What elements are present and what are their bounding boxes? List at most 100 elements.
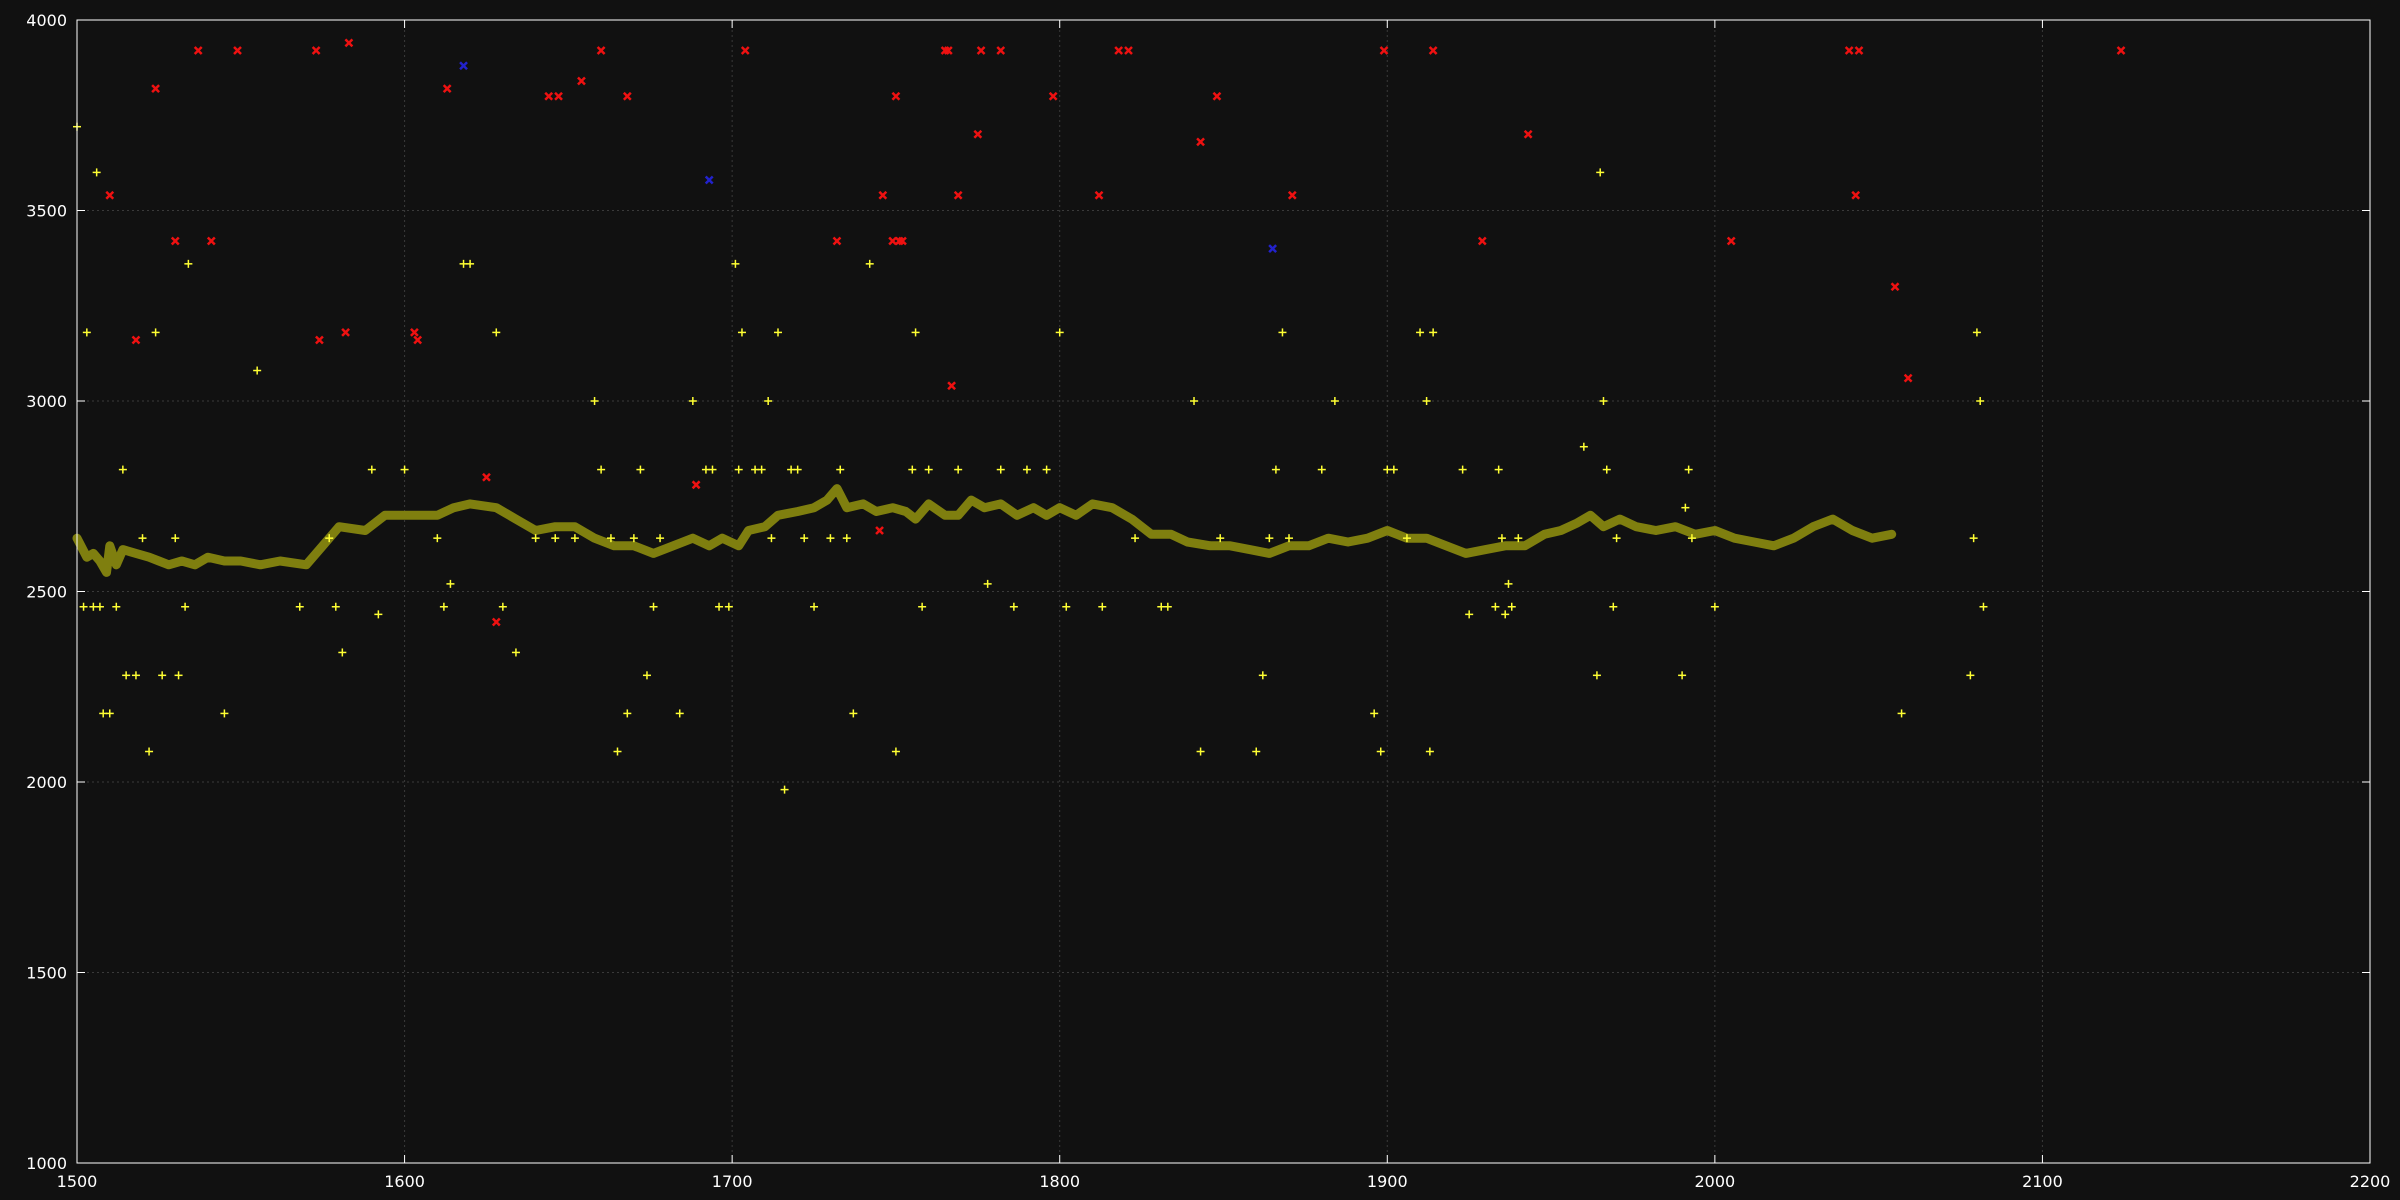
plus-data-point: [849, 709, 858, 718]
plus-data-point: [1330, 397, 1339, 405]
plus-data-point: [1196, 747, 1205, 756]
red-x-data-point: [151, 84, 161, 93]
plus-data-point: [151, 328, 160, 337]
red-x-data-point: [1726, 236, 1736, 246]
red-x-data-point: [410, 328, 419, 337]
plus-data-point: [511, 648, 520, 657]
red-x-data-point: [482, 472, 491, 482]
plus-data-point: [338, 648, 347, 657]
plus-data-point: [590, 397, 599, 405]
plus-data-point: [551, 534, 560, 543]
y-tick-label: 1500: [26, 964, 67, 983]
red-x-data-point: [1477, 236, 1487, 246]
red-x-data-point: [1094, 190, 1104, 200]
red-x-data-point: [1124, 46, 1133, 55]
plus-data-point: [715, 602, 724, 611]
red-x-data-point: [740, 46, 750, 55]
plus-data-point: [656, 534, 665, 543]
red-x-data-point: [193, 46, 203, 55]
plus-data-point: [1022, 465, 1031, 474]
y-tick-label: 1000: [26, 1154, 67, 1173]
x-tick-label: 1900: [1367, 1172, 1408, 1191]
plus-data-point: [918, 602, 927, 611]
plus-data-point: [629, 534, 638, 543]
plus-data-point: [531, 534, 540, 543]
plus-data-point: [105, 709, 114, 718]
plus-data-point: [1042, 465, 1051, 474]
plus-data-point: [597, 465, 606, 474]
plus-data-point: [466, 259, 475, 268]
plus-data-point: [1416, 328, 1425, 337]
plus-data-point: [737, 328, 746, 337]
red-x-data-point: [947, 381, 956, 391]
plus-data-point: [1402, 534, 1411, 543]
red-x-data-point: [206, 236, 216, 246]
blue-x-data-point: [704, 175, 714, 185]
plus-data-point: [1163, 602, 1172, 611]
plus-data-point: [1681, 503, 1690, 512]
red-x-data-point: [1287, 190, 1297, 200]
red-x-data-point: [943, 46, 953, 55]
red-x-data-point: [622, 91, 632, 101]
red-x-data-point: [413, 335, 423, 345]
plus-data-point: [1966, 671, 1975, 680]
plus-data-point: [112, 602, 121, 611]
plus-data-point: [1972, 328, 1981, 337]
plus-data-point: [1979, 602, 1988, 611]
plus-data-point: [138, 534, 147, 543]
trend-line: [72, 484, 1897, 577]
plus-data-point: [1684, 465, 1693, 474]
data-line-series: [72, 484, 1897, 577]
plus-data-point: [1602, 465, 1611, 474]
red-x-data-point: [577, 76, 586, 86]
plus-data-point: [374, 610, 383, 619]
plus-data-point: [171, 534, 180, 543]
y-tick-label: 2000: [26, 773, 67, 792]
plus-data-point: [1271, 465, 1280, 474]
blue-x-data-point: [459, 61, 468, 71]
plus-data-point: [1976, 397, 1985, 405]
plus-data-point: [1678, 671, 1687, 680]
red-x-data-point: [344, 38, 354, 48]
plus-data-point: [1494, 465, 1503, 474]
plus-data-point: [865, 259, 874, 268]
red-x-data-point: [1379, 46, 1389, 55]
red-x-data-point: [1114, 46, 1124, 55]
plus-data-point: [1592, 671, 1601, 680]
red-x-data-point: [2116, 46, 2126, 55]
x-tick-label: 1500: [57, 1172, 98, 1191]
y-tick-label: 3500: [26, 202, 67, 221]
plus-data-point: [174, 671, 183, 680]
plus-data-point: [1497, 534, 1506, 543]
red-x-data-point: [953, 190, 963, 200]
red-x-data-point: [315, 335, 324, 345]
plus-data-point: [1491, 602, 1500, 611]
plus-data-point: [492, 328, 501, 337]
plus-data-point: [1252, 747, 1261, 756]
plus-data-point: [1609, 602, 1618, 611]
red-x-data-point: [131, 335, 141, 345]
plus-data-point: [1317, 465, 1326, 474]
red-x-data-point: [898, 236, 907, 246]
plus-data-point: [446, 579, 455, 588]
plus-data-point: [1429, 328, 1438, 337]
plus-data-point: [181, 602, 190, 611]
y-tick-label: 4000: [26, 11, 67, 30]
red-x-data-point: [1212, 91, 1222, 101]
plus-data-point: [1596, 168, 1605, 177]
plus-data-point: [1458, 465, 1467, 474]
red-x-data-point: [996, 46, 1006, 55]
plus-data-point: [331, 602, 340, 611]
plus-data-point: [1055, 328, 1064, 337]
plus-data-point: [131, 671, 140, 680]
red-x-data-point: [888, 236, 898, 246]
plus-data-point: [95, 602, 104, 611]
plus-data-point: [184, 259, 193, 268]
plus-data-point: [1969, 534, 1978, 543]
plus-data-point: [122, 671, 131, 680]
plus-data-point: [623, 709, 632, 718]
plus-data-point: [1009, 602, 1018, 611]
plus-data-point: [1285, 534, 1294, 543]
plus-data-point: [734, 465, 743, 474]
red-x-data-point: [170, 236, 180, 246]
